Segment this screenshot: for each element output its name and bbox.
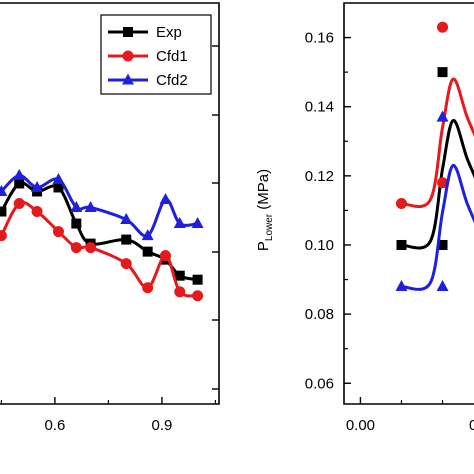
right-point-cfd2 [436,279,449,291]
left-point-exp [0,206,7,217]
right-point-cfd2 [436,110,449,122]
legend-label-exp: Exp [156,24,182,41]
right-x-tick-label: 0.00 [346,417,375,434]
left-point-exp [174,270,185,281]
left-x-tick-label: 0.6 [44,417,65,434]
right-series-line-cfd1 [401,77,474,209]
left-series-line-exp [0,181,198,282]
left-chart-panel: 0.6 0.9 Exp Cfd1 Cfd2 [0,2,220,434]
left-point-cfd2 [0,184,8,196]
left-point-cfd2 [70,201,83,213]
left-point-cfd1 [13,198,25,209]
left-point-cfd2 [84,201,97,213]
left-point-exp [53,182,64,193]
right-y-axis-title: PLower (MPa) [255,169,275,251]
left-point-cfd2 [173,217,186,229]
right-y-tick-label: 0.16 [305,30,334,47]
left-point-cfd1 [120,258,132,270]
left-point-exp [121,234,132,245]
right-y-tick-label: 0.06 [305,375,334,392]
left-point-cfd1 [70,242,82,254]
left-point-cfd2 [120,213,133,225]
left-point-cfd2 [141,229,154,241]
legend-label-cfd1: Cfd1 [156,48,188,65]
left-point-cfd1 [85,242,97,254]
right-series-line-exp [401,119,474,250]
right-axis-frame [343,2,474,405]
left-series-line-cfd1 [0,200,198,298]
left-point-cfd2 [13,168,26,180]
left-point-cfd1 [31,206,43,218]
right-y-tick-label: 0.08 [305,306,334,323]
legend-label-cfd2: Cfd2 [156,72,188,89]
right-y-tick-label: 0.10 [305,237,334,254]
left-axis-frame [0,2,220,405]
left-point-exp [71,218,82,229]
left-point-cfd1 [0,230,7,242]
right-y-tick-label: 0.12 [305,168,334,185]
left-x-tick-label: 0.9 [151,417,172,434]
left-point-cfd2 [31,180,44,192]
left-point-cfd2 [191,217,204,229]
legend: Exp Cfd1 Cfd2 [100,14,212,95]
right-series-line-cfd2 [401,163,474,291]
left-point-cfd1 [142,282,154,294]
right-chart-panel: 0.06 0.08 0.10 0.12 0.14 0.16 0.00 0.15 PLower (… [255,2,474,434]
left-point-cfd1 [192,290,204,302]
legend-marker-cfd2 [122,73,134,85]
left-point-cfd2 [52,172,65,184]
right-point-cfd1 [395,198,407,209]
right-point-cfd2 [395,279,408,291]
left-point-exp [192,274,203,285]
legend-marker-cfd1 [122,50,134,62]
right-point-exp [437,67,448,78]
left-point-cfd2 [159,192,172,204]
left-point-cfd1 [159,250,171,262]
right-point-cfd1 [437,177,449,189]
right-x-tick-label: 0.15 [469,417,474,434]
left-point-cfd1 [52,226,64,238]
right-point-exp [396,239,407,250]
left-point-exp [142,246,153,257]
right-point-cfd1 [437,21,449,33]
right-point-exp [437,239,448,250]
legend-marker-exp [123,27,133,37]
left-point-cfd1 [174,286,186,298]
right-y-tick-label: 0.14 [305,99,334,116]
left-point-exp [14,178,25,189]
